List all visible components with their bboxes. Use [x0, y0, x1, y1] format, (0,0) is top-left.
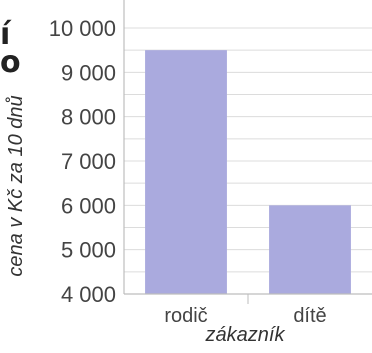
- bars: [145, 50, 351, 294]
- y-tick-label: 5 000: [61, 238, 116, 263]
- edge-glyph-top: í: [0, 17, 11, 52]
- bar-1: [145, 50, 227, 294]
- y-tick-labels: 10 000 9 000 8 000 7 000 6 000 5 000 4 000: [49, 16, 116, 307]
- x-tick-labels: rodič dítě: [164, 305, 326, 327]
- y-axis-label: cena v Kč za 10 dnů: [5, 95, 27, 276]
- y-tick-label: 9 000: [61, 60, 116, 85]
- edge-glyph-bottom: o: [0, 45, 21, 80]
- x-tick-label: rodič: [164, 305, 207, 327]
- axes: [123, 0, 372, 304]
- y-tick-label: 6 000: [61, 193, 116, 218]
- y-tick-label: 10 000: [49, 16, 116, 41]
- x-tick-label: dítě: [293, 305, 326, 327]
- bar-2: [269, 205, 351, 294]
- x-axis-label: zákazník: [205, 324, 286, 346]
- y-tick-label: 4 000: [61, 282, 116, 307]
- y-tick-label: 8 000: [61, 105, 116, 130]
- y-tick-label: 7 000: [61, 149, 116, 174]
